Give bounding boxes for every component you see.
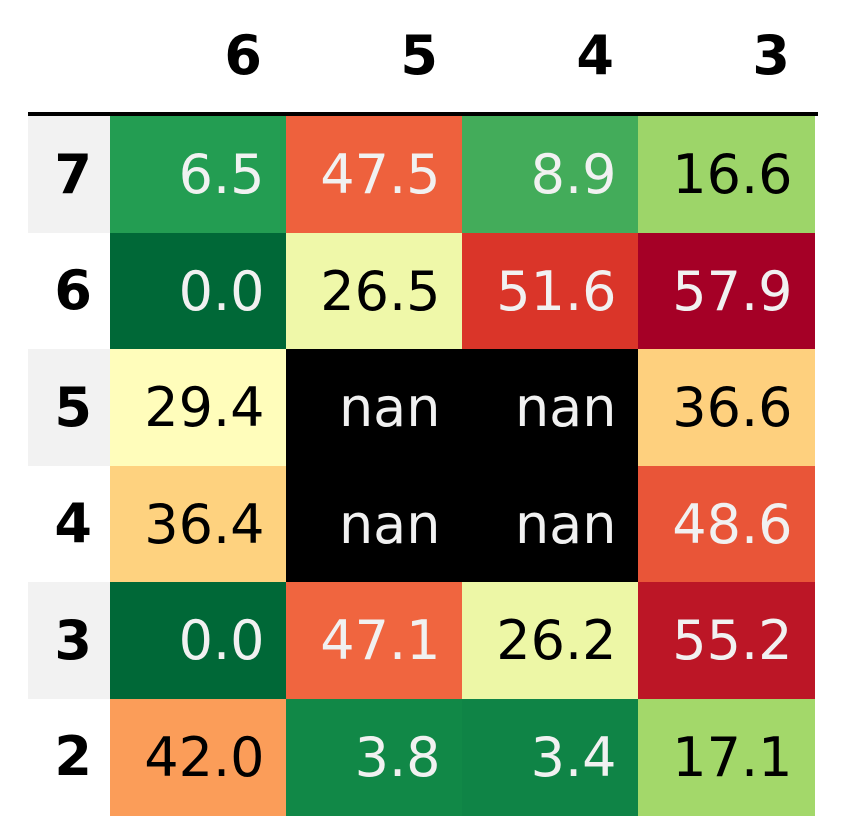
heatmap-cell: 8.9 xyxy=(462,116,639,233)
row-header-3: 3 xyxy=(28,582,110,699)
heatmap-cell: 3.8 xyxy=(286,698,463,816)
heatmap-cell: 29.4 xyxy=(110,349,287,466)
heatmap-cell: 51.6 xyxy=(462,232,639,350)
row-header-6: 6 xyxy=(54,259,92,323)
heatmap-cell: 3.4 xyxy=(462,698,639,816)
heatmap-cell: 36.4 xyxy=(110,465,287,583)
column-header-4: 4 xyxy=(576,24,614,87)
heatmap-cell: 0.0 xyxy=(110,582,287,699)
heatmap-cell: 0.0 xyxy=(110,232,287,350)
heatmap-cell: 17.1 xyxy=(638,698,815,816)
heatmap-cell: nan xyxy=(462,465,639,583)
heatmap-cell: 36.6 xyxy=(638,349,815,466)
column-header-5: 5 xyxy=(400,24,438,87)
heatmap-cell: 47.5 xyxy=(286,116,463,233)
heatmap-cell: 26.2 xyxy=(462,582,639,699)
heatmap-cell: nan xyxy=(286,349,463,466)
heatmap-cell: 6.5 xyxy=(110,116,287,233)
heatmap-cell: nan xyxy=(462,349,639,466)
heatmap-cell: 48.6 xyxy=(638,465,815,583)
heatmap-cell: 16.6 xyxy=(638,116,815,233)
heatmap-cell: 26.5 xyxy=(286,232,463,350)
heatmap-cell: 57.9 xyxy=(638,232,815,350)
heatmap-cell: 47.1 xyxy=(286,582,463,699)
column-header-3: 3 xyxy=(752,24,790,87)
row-header-2: 2 xyxy=(54,725,92,789)
row-header-7: 7 xyxy=(28,116,110,233)
heatmap-cell: 55.2 xyxy=(638,582,815,699)
row-header-4: 4 xyxy=(54,492,92,556)
heatmap-cell: 42.0 xyxy=(110,698,287,816)
column-header-6: 6 xyxy=(224,24,262,87)
heatmap-cell: nan xyxy=(286,465,463,583)
header-rule xyxy=(28,112,818,116)
row-header-5: 5 xyxy=(28,349,110,466)
